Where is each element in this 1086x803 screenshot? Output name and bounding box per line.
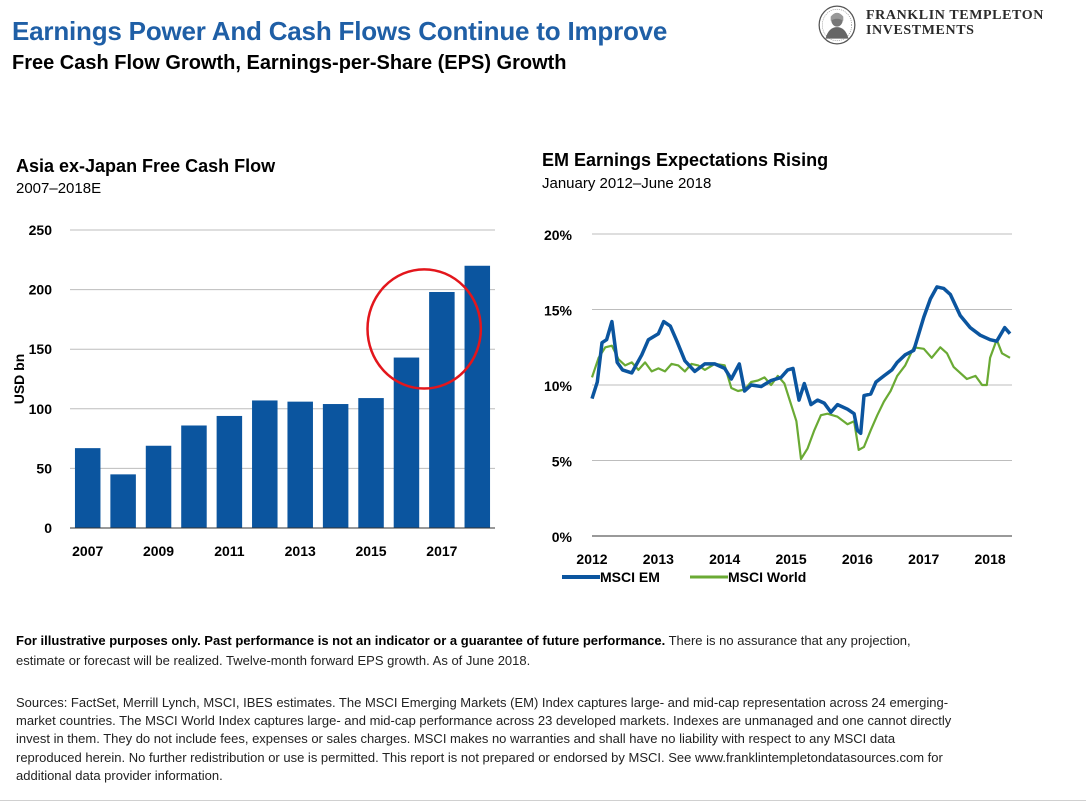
bar-2013 xyxy=(287,401,313,528)
bar-x-tick-label: 2009 xyxy=(143,543,174,559)
logo-line-2: INVESTMENTS xyxy=(866,23,975,38)
line-chart-subtitle: January 2012–June 2018 xyxy=(542,175,712,192)
bar-chart-title: Asia ex-Japan Free Cash Flow xyxy=(16,156,276,176)
bar-y-tick-label: 250 xyxy=(29,222,53,238)
bar-x-tick-label: 2017 xyxy=(426,543,457,559)
bar-2011 xyxy=(216,415,243,528)
bar-2014 xyxy=(322,404,349,528)
bar-y-tick-label: 50 xyxy=(36,460,52,476)
line-chart-title: EM Earnings Expectations Rising xyxy=(542,150,829,170)
line-y-tick-label: 15% xyxy=(544,303,573,319)
series-line-msci-world xyxy=(590,338,1011,461)
bar-2010 xyxy=(181,425,207,528)
bar-x-tick-label: 2011 xyxy=(214,543,245,559)
line-x-tick-label: 2018 xyxy=(975,551,1006,567)
bar-chart: 0 50 100 150 200 250 2007 2009 2011 2013 2015 2017 U… xyxy=(11,222,495,559)
logo-line-1: FRANKLIN TEMPLETON xyxy=(866,8,1044,23)
bar-x-tick-label: 2015 xyxy=(355,543,386,559)
line-y-tick-label: 20% xyxy=(544,227,573,243)
line-x-tick-label: 2014 xyxy=(709,551,740,567)
bar-x-tick-label: 2013 xyxy=(285,543,316,559)
series-line-msci-em xyxy=(590,285,1012,436)
line-chart: 0% 5% 10% 15% 20% 2012 2013 2014 2015 2016 2017 201… xyxy=(544,227,1012,585)
bar-2007 xyxy=(74,448,101,528)
highlight-circle xyxy=(366,268,483,390)
bar-2015 xyxy=(358,398,384,528)
portrait-medallion-icon xyxy=(818,5,856,45)
page-subtitle: Free Cash Flow Growth, Earnings-per-Shar… xyxy=(12,52,567,74)
line-y-tick-label: 0% xyxy=(552,529,573,545)
bar-y-tick-label: 100 xyxy=(29,401,53,417)
line-x-tick-label: 2012 xyxy=(576,551,607,567)
sources-note: Sources: FactSet, Merrill Lynch, MSCI, I… xyxy=(16,695,952,783)
bar-2008 xyxy=(110,474,136,528)
logo-text: FRANKLIN TEMPLETON INVESTMENTS xyxy=(866,8,1044,38)
bar-y-axis-label: USD bn xyxy=(11,354,27,405)
bar-2009 xyxy=(145,445,172,528)
bar-2017 xyxy=(429,291,455,528)
line-x-tick-label: 2017 xyxy=(908,551,939,567)
legend-label-msci-world: MSCI World xyxy=(728,569,806,585)
disclaimer-text: There is no assurance that any projectio… xyxy=(16,633,911,668)
disclaimer: For illustrative purposes only. Past per… xyxy=(16,631,956,671)
legend-label-msci-em: MSCI EM xyxy=(600,569,660,585)
bar-y-tick-label: 200 xyxy=(29,282,53,298)
divider xyxy=(0,800,1086,801)
logo xyxy=(818,5,856,45)
line-x-tick-label: 2013 xyxy=(643,551,674,567)
line-y-tick-label: 5% xyxy=(552,454,573,470)
bar-chart-subtitle: 2007–2018E xyxy=(16,180,102,197)
bar-y-tick-label: 0 xyxy=(44,520,52,536)
line-x-tick-label: 2016 xyxy=(842,551,873,567)
bar-2012 xyxy=(252,400,278,528)
bar-x-tick-label: 2007 xyxy=(72,543,103,559)
bar-y-tick-label: 150 xyxy=(29,341,53,357)
page-title: Earnings Power And Cash Flows Continue t… xyxy=(12,16,668,46)
line-x-tick-label: 2015 xyxy=(775,551,806,567)
disclaimer-bold: For illustrative purposes only. Past per… xyxy=(16,633,666,648)
line-y-tick-label: 10% xyxy=(544,378,573,394)
